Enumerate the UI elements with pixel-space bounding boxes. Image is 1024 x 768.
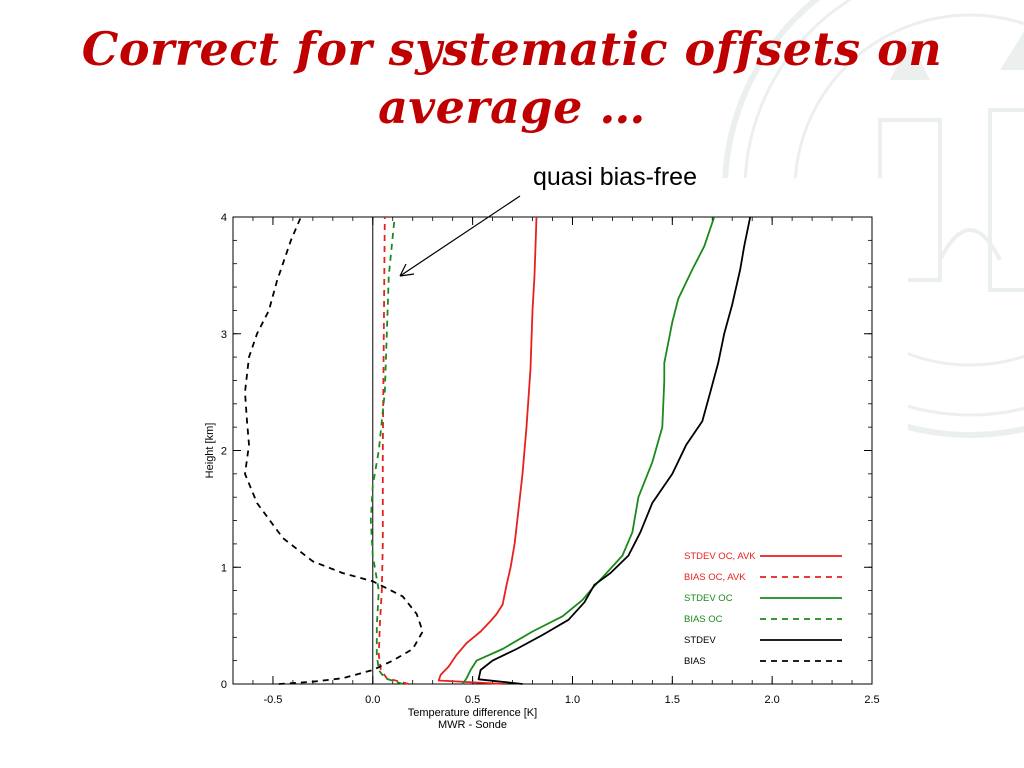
x-axis-sublabel: MWR - Sonde [438,719,507,731]
series-line-bias-oc-avk [377,216,409,685]
series-line-stdev [477,216,752,685]
plot-frame [232,216,873,685]
callout-arrow-shaft [399,195,521,277]
series-line-bias-oc [369,216,403,685]
series-line-stdev-oc [461,216,716,685]
x-tick-label: 0.5 [465,694,480,706]
series-line-stdev-oc-avk [437,216,538,685]
y-tick-label: 4 [221,212,227,224]
callout-arrow-head [399,263,415,277]
x-tick-label: -0.5 [263,694,282,706]
legend-label: STDEV OC, AVK [684,551,756,562]
legend-label: STDEV OC [684,593,733,604]
x-tick-label: 2.0 [765,694,780,706]
legend-label: BIAS OC, AVK [684,572,746,583]
callout-label: quasi bias-free [533,163,697,191]
y-tick-label: 0 [221,679,227,691]
x-tick-label: 2.5 [864,694,879,706]
x-axis-label: Temperature difference [K] [408,707,537,719]
x-tick-label: 0.0 [365,694,380,706]
y-tick-label: 1 [221,562,227,574]
y-axis-label: Height [km] [204,423,216,479]
series-line-bias [244,216,424,685]
legend-label: BIAS [684,656,706,667]
y-tick-label: 2 [221,446,227,458]
x-tick-label: 1.0 [565,694,580,706]
legend-label: BIAS OC [684,614,723,625]
x-tick-label: 1.5 [665,694,680,706]
legend-label: STDEV [684,635,716,646]
y-tick-label: 3 [221,329,227,341]
plot-panel [182,178,908,730]
slide-title: Correct for systematic offsets on averag… [81,22,943,134]
